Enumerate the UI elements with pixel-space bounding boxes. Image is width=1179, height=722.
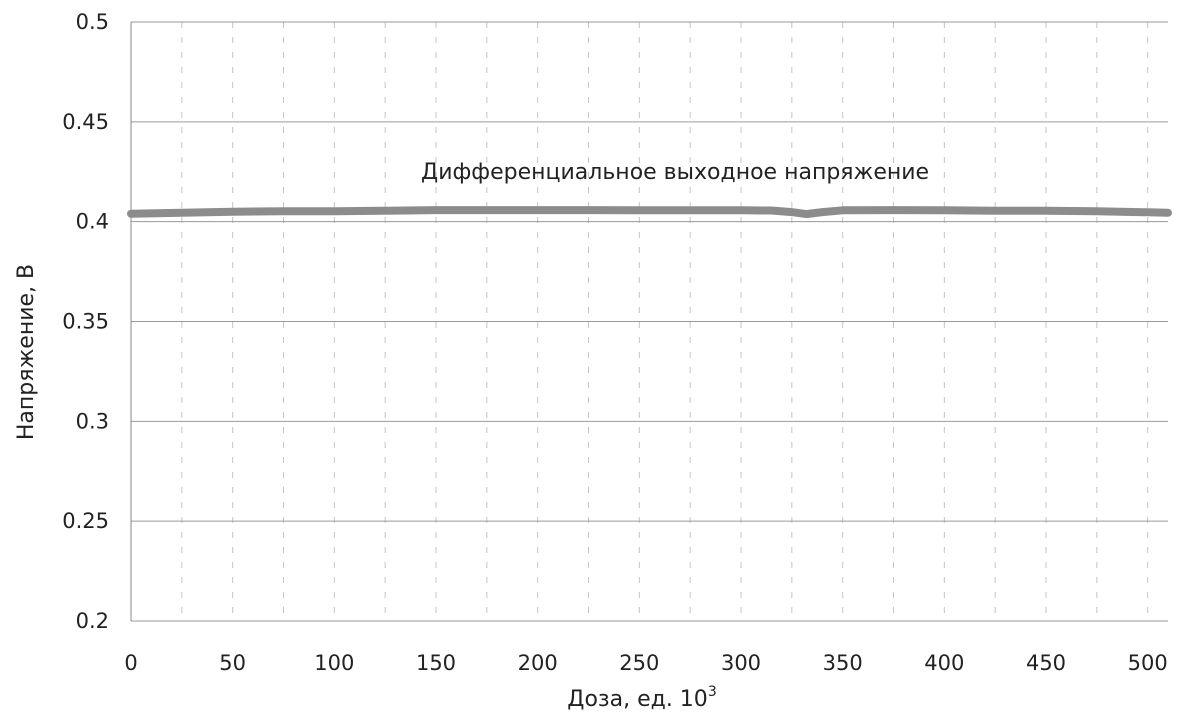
x-tick-label: 0 — [124, 651, 137, 675]
x-tick-label: 300 — [721, 651, 761, 675]
x-tick-label: 400 — [924, 651, 964, 675]
chart-series — [127, 206, 1172, 219]
chart-grid — [131, 21, 1168, 622]
series-annotation: Дифференциальное выходное напряжение — [421, 160, 929, 185]
y-axis-title: Напряжение, В — [14, 264, 39, 440]
series-line — [127, 206, 1172, 219]
x-axis-title: Доза, ед. 103 — [567, 684, 716, 712]
y-tick-label: 0.5 — [76, 10, 109, 34]
y-tick-label: 0.35 — [62, 310, 109, 334]
y-tick-label: 0.25 — [62, 509, 109, 533]
y-tick-label: 0.3 — [76, 409, 109, 433]
x-axis-title-superscript: 3 — [708, 684, 717, 700]
x-tick-label: 150 — [416, 651, 456, 675]
x-axis-title-text: Доза, ед. 10 — [567, 687, 708, 712]
x-tick-label: 450 — [1026, 651, 1066, 675]
x-tick-label: 500 — [1128, 651, 1168, 675]
x-tick-label: 350 — [823, 651, 863, 675]
x-tick-labels: 0 50 100 150 200 250 300 350 400 450 500 — [124, 651, 1167, 675]
y-tick-labels: 0.5 0.45 0.4 0.35 0.3 0.25 0.2 — [62, 10, 109, 633]
y-tick-label: 0.2 — [76, 609, 109, 633]
y-tick-label: 0.4 — [76, 210, 109, 234]
x-tick-label: 250 — [619, 651, 659, 675]
x-tick-label: 200 — [518, 651, 558, 675]
x-tick-label: 100 — [314, 651, 354, 675]
y-tick-label: 0.45 — [62, 110, 109, 134]
x-tick-label: 50 — [219, 651, 246, 675]
